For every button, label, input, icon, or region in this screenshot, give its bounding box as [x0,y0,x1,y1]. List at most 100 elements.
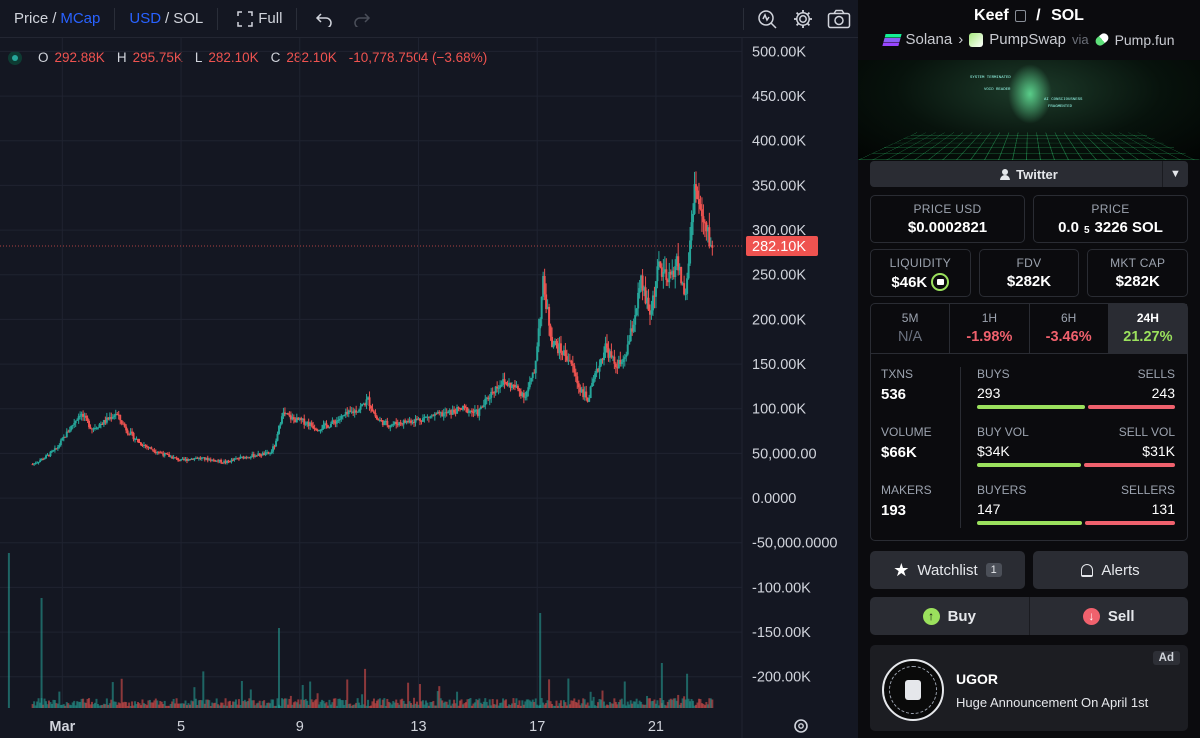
candle-body [545,294,548,309]
lock-icon[interactable] [931,273,950,291]
candle-body [405,421,408,423]
candle-body [637,292,640,309]
volume-bar [604,705,607,708]
candle-body [402,420,405,425]
usd-toggle[interactable]: USD [129,10,162,27]
candle-body [554,341,557,345]
volume-bar [414,703,417,708]
volume-bar [102,703,105,708]
volume-bar [607,705,610,708]
volume-bar [568,704,571,708]
twitter-button[interactable]: Twitter ▼ [870,161,1188,187]
candle-body [479,406,482,410]
ad-card[interactable]: Ad UGOR Huge Announcement On April 1st [870,645,1188,731]
candle-body [145,445,148,447]
candle-body [643,287,646,291]
volume-bar [85,702,88,708]
volume-bar [64,705,67,708]
volume-bar [322,700,325,708]
volume-bar [194,698,197,708]
copy-icon[interactable] [1014,10,1026,22]
volume-bar [370,705,372,708]
candle-body [214,460,217,462]
redo-icon[interactable] [349,6,375,32]
volume-bar [653,699,656,708]
volume-bar [335,705,338,708]
volume-bar [249,689,252,708]
tab-6h[interactable]: 6H -3.46% [1030,304,1109,353]
candle-body [686,278,689,294]
dex-link[interactable]: PumpSwap [989,31,1066,48]
candle-body [656,266,659,282]
candle-body [559,343,562,353]
volume-bar [180,703,183,708]
alerts-button[interactable]: Alerts [1033,551,1188,589]
full-button[interactable]: Full [218,0,296,37]
volume-value: $66K [881,444,917,461]
buyers-label: BUYERS [977,483,1027,497]
volume-bar [337,698,340,708]
volume-bar [206,699,209,708]
volume-bar [488,699,491,708]
buy-button[interactable]: ↑ Buy [870,597,1029,635]
settings-icon[interactable] [790,6,816,32]
candle-body [420,420,423,422]
chart-pane[interactable]: Price / MCap USD / SOL Full [0,0,858,738]
sell-button[interactable]: ↓ Sell [1030,597,1189,635]
candle-body [429,416,432,418]
chevron-down-icon[interactable]: ▼ [1162,161,1188,187]
volume-bar [267,702,270,708]
volume-bar [367,699,370,708]
candle-body [546,306,549,309]
candle-body [537,328,540,347]
price-toggle[interactable]: Price [14,10,49,27]
buys-sells-stat: BUYS SELLS 293 243 [977,367,1175,409]
mcap-toggle[interactable]: MCap [60,10,101,27]
tab-5m[interactable]: 5M N/A [871,304,951,353]
candlestick-chart[interactable]: 500.00K 450.00K 400.00K 350.00K 300.00K 250.0… [0,38,858,738]
tab-24h[interactable]: 24H 21.27% [1108,304,1187,353]
candle-body [289,415,292,420]
volume-bar [478,698,481,708]
via-label: via [1071,32,1089,47]
volume-bar [269,703,272,708]
volume-bar [86,698,89,708]
candle-body [564,350,567,357]
axis-settings-icon[interactable] [794,719,808,733]
indicator-icon[interactable] [754,6,780,32]
undo-icon[interactable] [311,6,337,32]
candle-body [421,418,424,422]
price-mcap-toggle[interactable]: Price / MCap [0,0,114,37]
candle-body [119,414,122,421]
buyers-bar [977,521,1082,525]
candle-body [542,276,545,297]
camera-icon[interactable] [826,6,852,32]
candle-body [485,397,488,399]
candle-body [647,297,650,311]
volume-bar [595,705,598,708]
currency-toggle[interactable]: USD / SOL [115,0,217,37]
volume-bar [689,701,692,708]
volume-bar [288,698,291,708]
candle-body [79,415,82,417]
volume-bar [283,698,286,708]
candle-body [638,288,641,293]
watchlist-button[interactable]: ★ Watchlist 1 [870,551,1025,589]
candle-body [417,418,420,420]
series-visibility-toggle[interactable] [8,50,22,65]
sol-toggle[interactable]: SOL [173,10,204,27]
tab-1h[interactable]: 1H -1.98% [950,304,1030,353]
launchpad-link[interactable]: Pump.fun [1114,31,1175,48]
volume-bar [350,705,353,708]
chain-link[interactable]: Solana [905,31,953,48]
volume-bar [165,705,168,708]
volume-bar [413,697,416,708]
volume-bar [628,704,631,708]
candle-body [687,263,690,279]
candle-body [68,429,71,433]
volume-bar [594,705,597,708]
candle-body [304,423,307,425]
volume-bar [537,705,540,708]
volume-bar [104,704,107,708]
time-axis-label: 21 [648,719,664,735]
